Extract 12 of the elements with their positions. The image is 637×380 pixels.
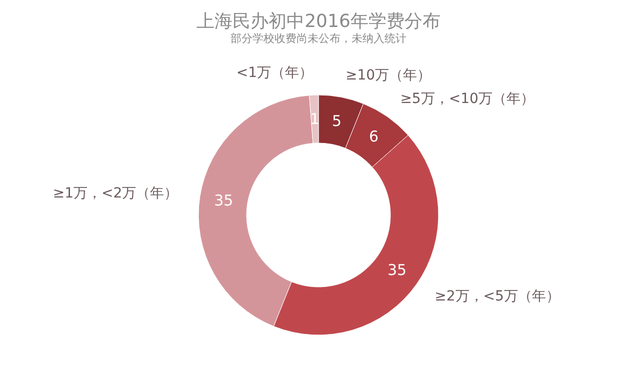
data-label: 35 <box>214 191 234 210</box>
chart-subtitle: 部分学校收费尚未公布，未纳入统计 <box>230 32 406 45</box>
data-label: 1 <box>310 110 320 128</box>
slice-label: ≥5万，<10万（年） <box>400 90 534 107</box>
chart-title: 上海民办初中2016年学费分布 <box>196 11 440 32</box>
slice-label: ≥2万，<5万（年） <box>434 288 560 305</box>
slice-label: ≥1万，<2万（年） <box>52 185 178 202</box>
data-label: 35 <box>387 261 407 280</box>
slice-label: ≥10万（年） <box>346 68 432 84</box>
slice-label: <1万（年） <box>236 65 314 82</box>
data-label: 5 <box>332 112 342 130</box>
data-label: 6 <box>368 127 379 146</box>
